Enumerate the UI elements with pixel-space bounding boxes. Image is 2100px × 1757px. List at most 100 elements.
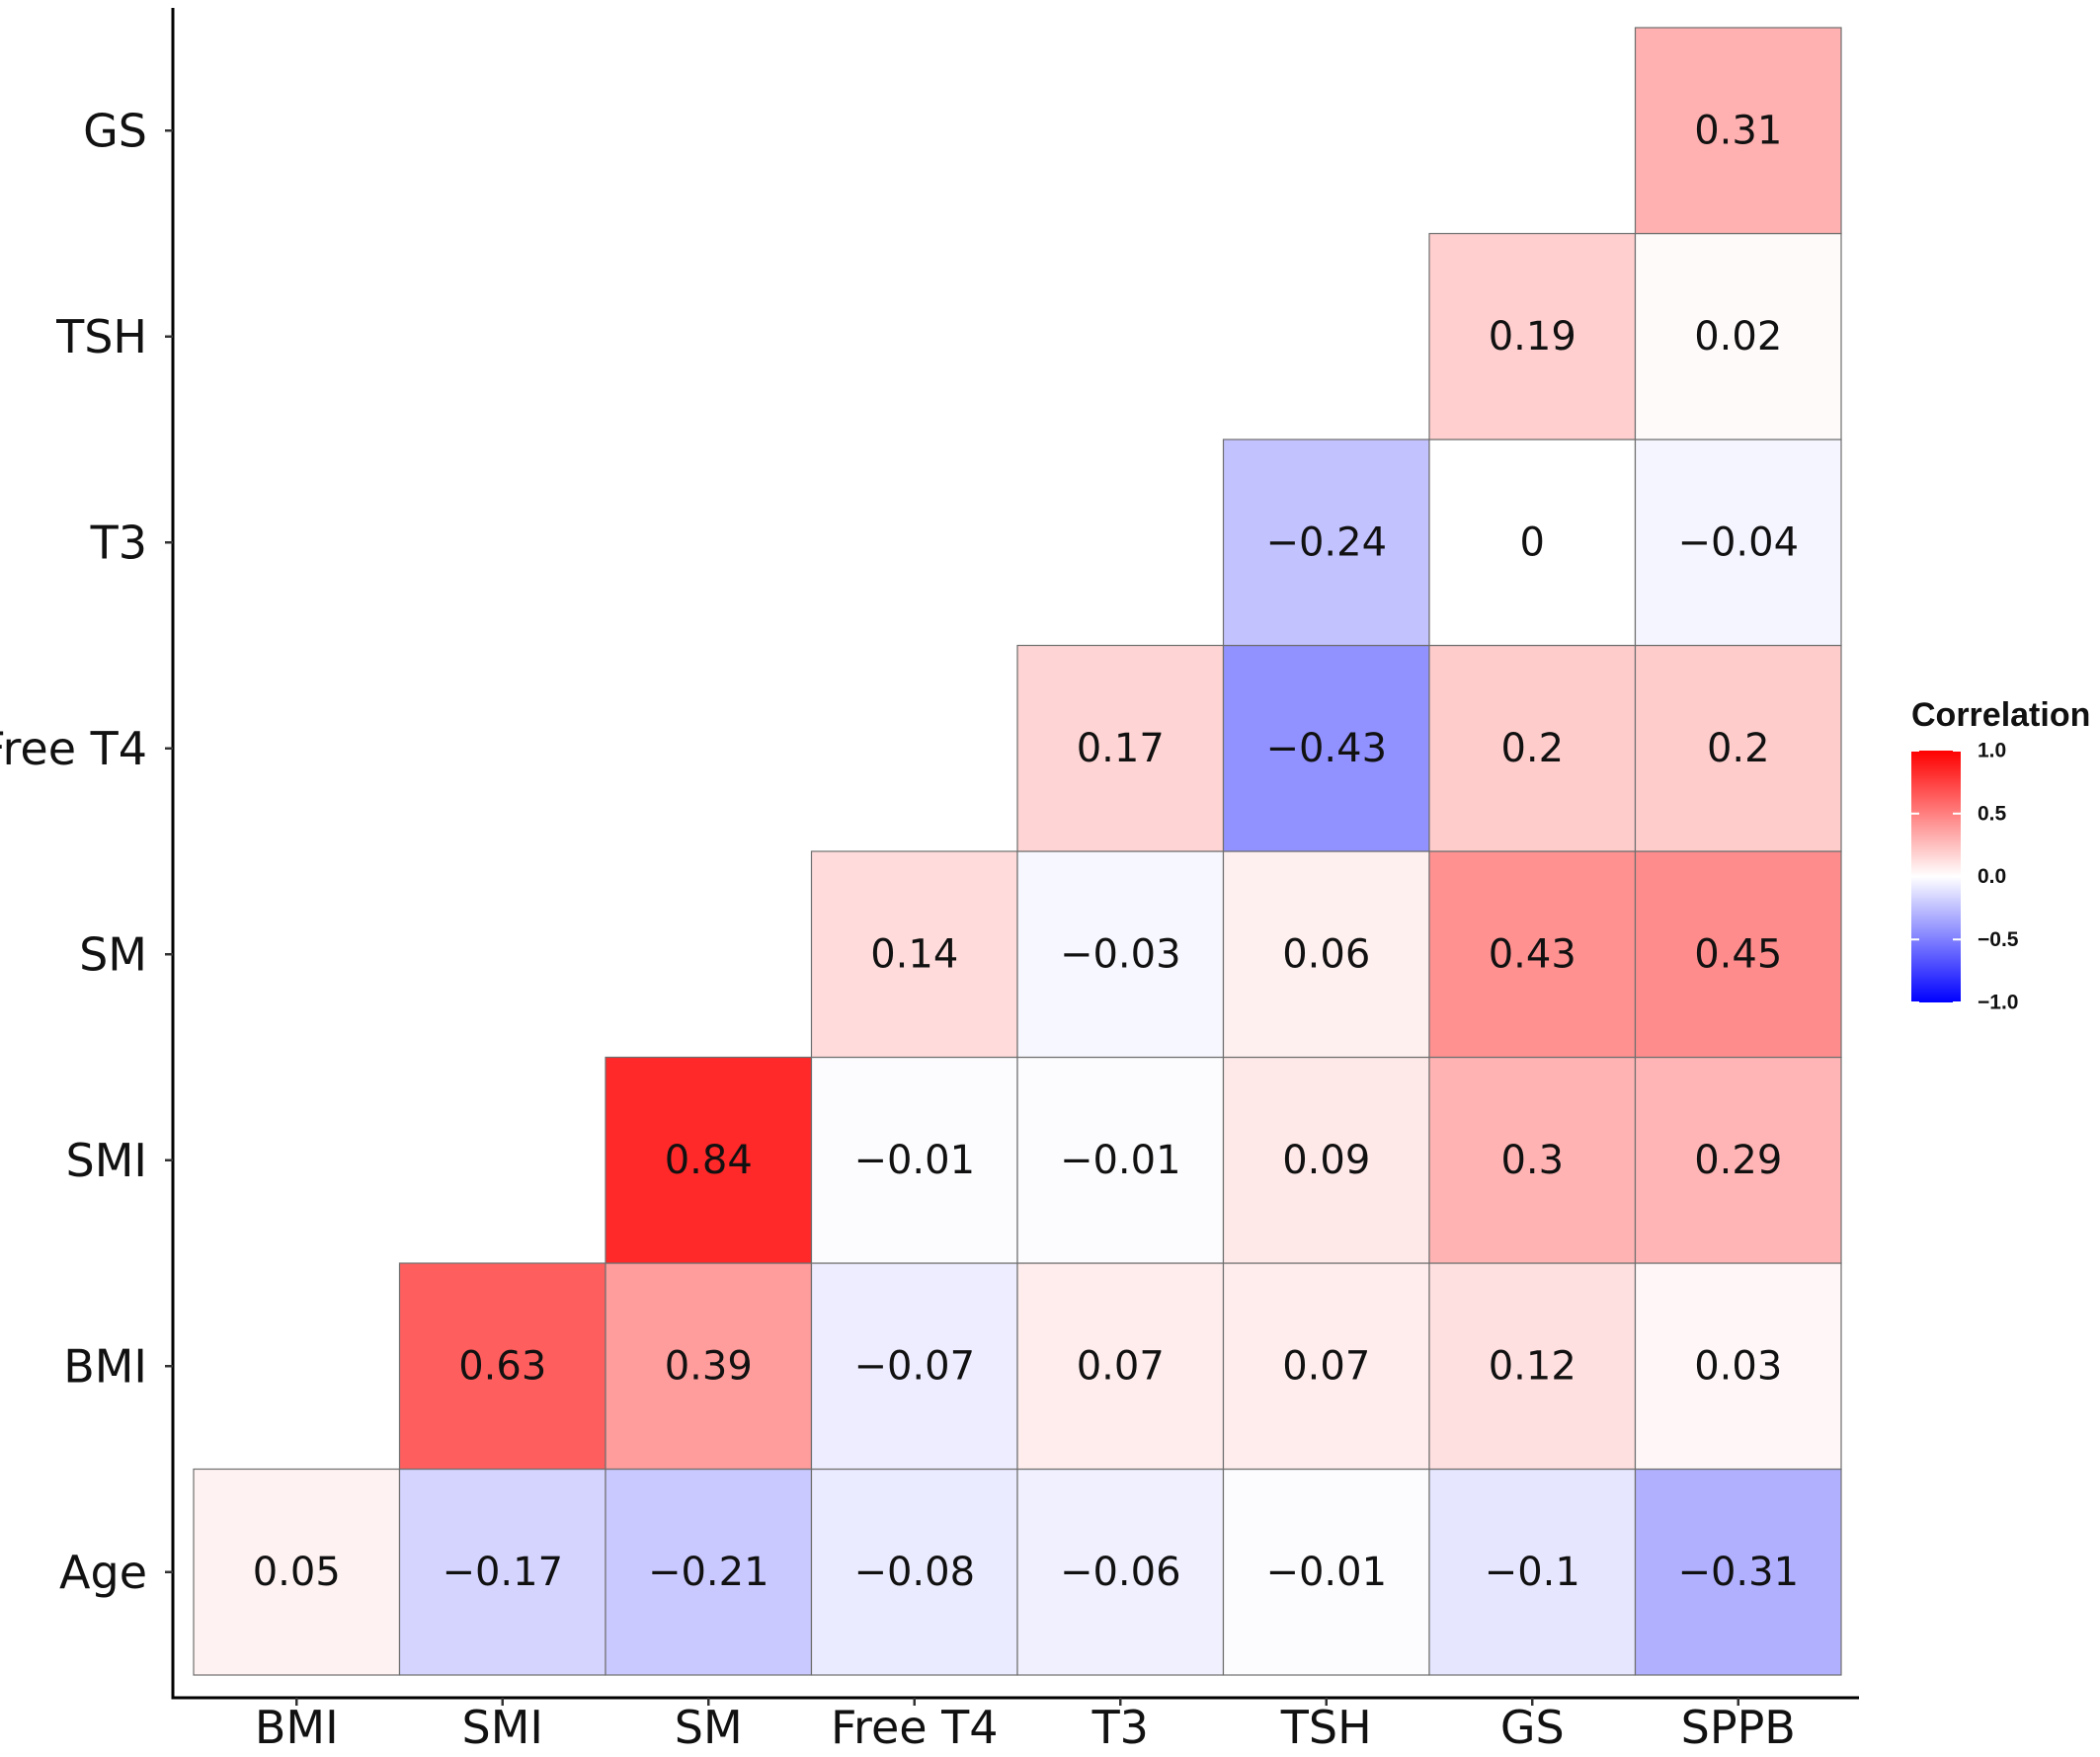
cell-age-t3: −0.06 bbox=[1016, 1468, 1225, 1676]
cell-value-label: −0.24 bbox=[1265, 519, 1387, 565]
legend-tick-label: −1.0 bbox=[1978, 992, 2018, 1014]
cell-age-smi: −0.17 bbox=[398, 1468, 606, 1676]
cell-value-label: −0.21 bbox=[648, 1550, 769, 1595]
cell-value-label: 0.12 bbox=[1489, 1343, 1576, 1389]
heatmap-cell bbox=[1634, 232, 1842, 440]
cell-bmi-free-t4: −0.07 bbox=[810, 1262, 1018, 1471]
heatmap-cell bbox=[1428, 850, 1637, 1059]
legend-tick-label: 0.5 bbox=[1978, 802, 2007, 825]
cell-free-t4-tsh: −0.43 bbox=[1222, 644, 1430, 852]
cell-value-label: 0.07 bbox=[1077, 1343, 1165, 1389]
heatmap-cell bbox=[1016, 850, 1225, 1059]
cell-value-label: 0.45 bbox=[1694, 931, 1782, 977]
heatmap-cell bbox=[1634, 1056, 1842, 1264]
heatmap-cell bbox=[1222, 1056, 1430, 1264]
cell-bmi-sppb: 0.03 bbox=[1634, 1262, 1842, 1471]
cell-value-label: −0.17 bbox=[442, 1550, 563, 1595]
x-tick-label: SPPB bbox=[1681, 1701, 1796, 1754]
cell-value-label: −0.08 bbox=[853, 1550, 975, 1595]
heatmap-cell bbox=[1428, 1056, 1637, 1264]
cell-value-label: −0.43 bbox=[1265, 726, 1387, 771]
cell-sm-free-t4: 0.14 bbox=[810, 850, 1018, 1059]
cell-value-label: 0 bbox=[1520, 519, 1545, 565]
legend-tick-label: 1.0 bbox=[1978, 740, 2006, 762]
heatmap-cell bbox=[1016, 644, 1225, 852]
heatmap-cell bbox=[1428, 232, 1637, 440]
y-tick-label: Free T4 bbox=[0, 722, 147, 775]
heatmap-cell bbox=[810, 1056, 1018, 1264]
y-tick-label: SM bbox=[79, 927, 147, 981]
cell-value-label: −0.06 bbox=[1060, 1550, 1181, 1595]
cell-bmi-gs: 0.12 bbox=[1428, 1262, 1637, 1471]
cell-smi-free-t4: −0.01 bbox=[810, 1056, 1018, 1264]
cell-age-sm: −0.21 bbox=[605, 1468, 813, 1676]
cell-bmi-t3: 0.07 bbox=[1016, 1262, 1225, 1471]
cell-value-label: 0.84 bbox=[665, 1138, 753, 1183]
heatmap-cell bbox=[1634, 1262, 1842, 1471]
x-tick-label: BMI bbox=[255, 1701, 339, 1754]
y-tick-label: BMI bbox=[63, 1339, 147, 1393]
heatmap-cell bbox=[810, 1468, 1018, 1676]
cell-value-label: 0.14 bbox=[870, 931, 958, 977]
axes: Age BMI SMI SM Free T4 T3 TSH GS BMI SMI SM Free T4… bbox=[0, 8, 1859, 1754]
cell-value-label: 0.17 bbox=[1077, 726, 1165, 771]
cell-value-label: 0.06 bbox=[1282, 931, 1370, 977]
heatmap-cell bbox=[1222, 1468, 1430, 1676]
cell-value-label: 0.05 bbox=[253, 1550, 341, 1595]
x-tick-label: SM bbox=[675, 1701, 743, 1754]
heatmap-cell bbox=[1634, 850, 1842, 1059]
cell-value-label: 0.3 bbox=[1500, 1138, 1564, 1183]
heatmap-cell bbox=[1634, 27, 1842, 235]
cell-bmi-sm: 0.39 bbox=[605, 1262, 813, 1471]
legend-colorbar bbox=[1911, 751, 1961, 1002]
heatmap-cell bbox=[605, 1056, 813, 1264]
heatmap-cell bbox=[1222, 439, 1430, 647]
cell-t3-tsh: −0.24 bbox=[1222, 439, 1430, 647]
heatmap-cell bbox=[605, 1262, 813, 1471]
cell-value-label: −0.1 bbox=[1485, 1550, 1580, 1595]
cell-free-t4-gs: 0.2 bbox=[1428, 644, 1637, 852]
cell-value-label: 0.07 bbox=[1282, 1343, 1370, 1389]
cell-value-label: 0.02 bbox=[1694, 314, 1782, 359]
cell-free-t4-t3: 0.17 bbox=[1016, 644, 1225, 852]
cell-sm-t3: −0.03 bbox=[1016, 850, 1225, 1059]
legend-title: Correlation bbox=[1911, 696, 2090, 734]
cell-age-bmi: 0.05 bbox=[193, 1468, 401, 1676]
cell-value-label: −0.01 bbox=[1265, 1550, 1387, 1595]
heatmap-cell bbox=[1222, 644, 1430, 852]
cell-value-label: −0.01 bbox=[853, 1138, 975, 1183]
x-tick-label: GS bbox=[1500, 1701, 1565, 1754]
heatmap-cell bbox=[1428, 644, 1637, 852]
y-tick-label: GS bbox=[83, 104, 147, 157]
cell-value-label: −0.01 bbox=[1060, 1138, 1181, 1183]
heatmap-cell bbox=[1428, 1468, 1637, 1676]
x-tick-label: TSH bbox=[1280, 1701, 1372, 1754]
legend-tick-label: −0.5 bbox=[1978, 928, 2019, 951]
heatmap-cell bbox=[1634, 644, 1842, 852]
cell-bmi-tsh: 0.07 bbox=[1222, 1262, 1430, 1471]
heatmap-cell bbox=[1634, 439, 1842, 647]
heatmap-cell bbox=[1634, 1468, 1842, 1676]
heatmap-cell bbox=[1016, 1262, 1225, 1471]
heatmap-cell bbox=[810, 850, 1018, 1059]
cell-age-gs: −0.1 bbox=[1428, 1468, 1637, 1676]
cell-value-label: 0.19 bbox=[1489, 314, 1576, 359]
cell-gs-sppb: 0.31 bbox=[1634, 27, 1842, 235]
cell-tsh-sppb: 0.02 bbox=[1634, 232, 1842, 440]
cell-age-sppb: −0.31 bbox=[1634, 1468, 1842, 1676]
y-tick-label: T3 bbox=[90, 516, 147, 569]
cell-value-label: 0.09 bbox=[1282, 1138, 1370, 1183]
cell-sm-sppb: 0.45 bbox=[1634, 850, 1842, 1059]
cell-age-tsh: −0.01 bbox=[1222, 1468, 1430, 1676]
cell-value-label: 0.39 bbox=[665, 1343, 753, 1389]
heatmap-cell bbox=[398, 1468, 606, 1676]
color-legend: Correlation 1.0 0.5 0.0 −0.5 −1.0 bbox=[1911, 696, 2090, 1014]
cell-value-label: −0.07 bbox=[853, 1343, 975, 1389]
cell-tsh-gs: 0.19 bbox=[1428, 232, 1637, 440]
cell-value-label: 0.43 bbox=[1489, 931, 1576, 977]
cell-smi-sm: 0.84 bbox=[605, 1056, 813, 1264]
cell-value-label: −0.31 bbox=[1677, 1550, 1799, 1595]
cell-smi-sppb: 0.29 bbox=[1634, 1056, 1842, 1264]
cell-free-t4-sppb: 0.2 bbox=[1634, 644, 1842, 852]
cell-bmi-smi: 0.63 bbox=[398, 1262, 606, 1471]
